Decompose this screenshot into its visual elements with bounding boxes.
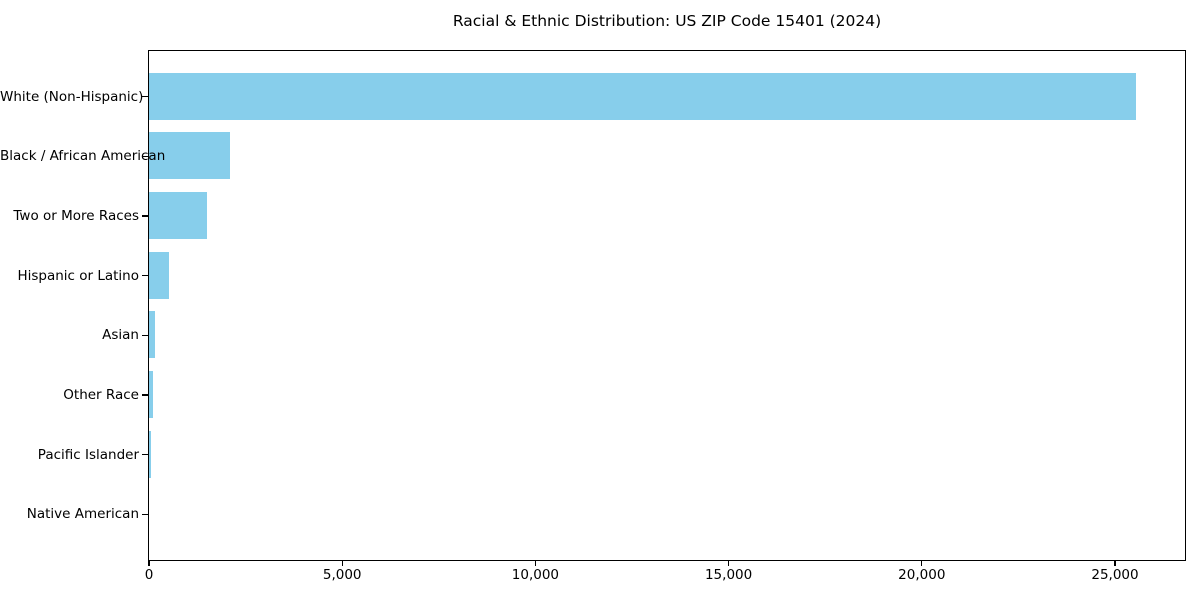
x-tick-label: 0 [144, 567, 154, 583]
x-tick-label: 25,000 [1091, 567, 1139, 583]
x-tick [534, 560, 537, 566]
bar [149, 251, 170, 299]
x-tick [1114, 560, 1116, 566]
y-tick-label: Black / African American [0, 148, 166, 165]
x-tick-label: 15,000 [704, 567, 753, 583]
bar [149, 311, 155, 359]
plot-area [148, 50, 1186, 561]
y-tick-label: Hispanic or Latino [17, 267, 139, 284]
bar [149, 191, 207, 239]
x-tick-label: 5,000 [322, 567, 362, 583]
y-tick [142, 215, 148, 217]
y-tick [142, 274, 148, 277]
bar [149, 430, 151, 478]
y-tick-label: Other Race [63, 387, 139, 403]
chart-title: Racial & Ethnic Distribution: US ZIP Cod… [452, 12, 882, 30]
y-tick [142, 334, 148, 336]
y-tick [142, 95, 148, 98]
x-tick [148, 560, 150, 566]
y-tick-label: White (Non-Hispanic) [0, 88, 144, 105]
x-tick [341, 560, 343, 566]
y-tick [142, 513, 148, 516]
y-tick-label: Asian [102, 327, 139, 344]
y-tick-label: Two or More Races [13, 207, 139, 224]
x-tick [921, 560, 923, 566]
y-tick [142, 394, 148, 396]
x-tick [727, 560, 730, 566]
bar [149, 371, 153, 418]
y-tick [142, 155, 148, 157]
x-tick-label: 10,000 [511, 567, 560, 583]
y-tick-label: Pacific Islander [37, 446, 139, 463]
bar [149, 72, 1136, 120]
x-tick-label: 20,000 [898, 567, 946, 583]
y-tick [142, 454, 148, 456]
bar [149, 132, 231, 180]
y-tick-label: Native American [26, 506, 139, 523]
